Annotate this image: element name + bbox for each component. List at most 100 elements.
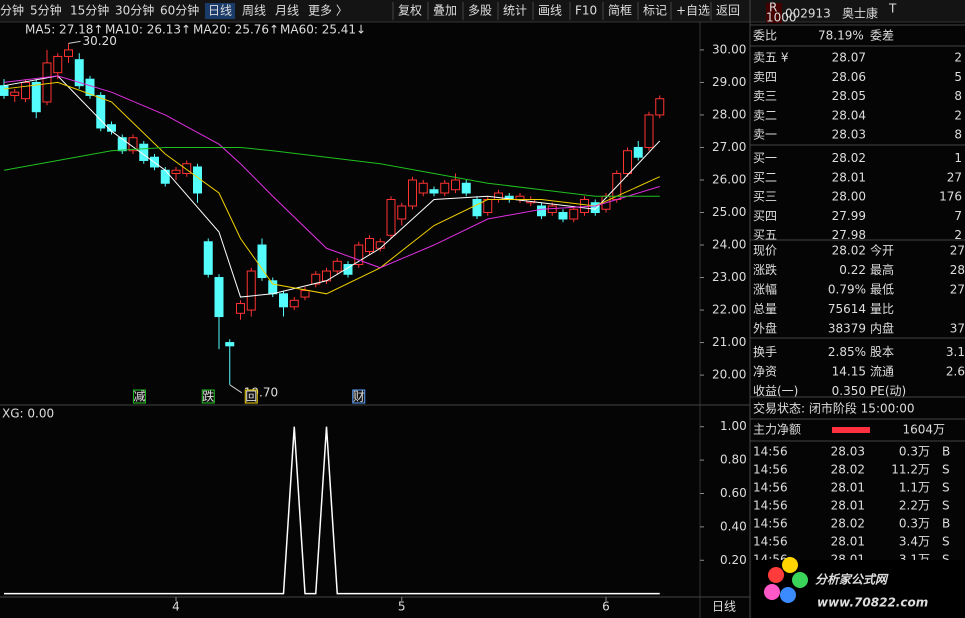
event-marker: 减 — [133, 390, 145, 404]
order-price: 27.99 — [832, 209, 866, 223]
order-volume: 2 — [954, 228, 962, 242]
period-tab[interactable]: 15分钟 — [70, 3, 109, 18]
toolbar-button[interactable]: F10 — [575, 4, 597, 18]
order-level: 卖四 — [753, 70, 777, 84]
y-tick-label: 29.00 — [712, 75, 746, 89]
net-bar — [832, 427, 870, 433]
period-tab[interactable]: 30分钟 — [115, 3, 154, 18]
toolbar-button[interactable]: 简框 — [608, 4, 632, 18]
toolbar-button[interactable]: 叠加 — [433, 4, 457, 18]
trade-price: 28.02 — [831, 517, 865, 531]
stat-label: 涨跌 — [753, 262, 777, 277]
label: 主力净额 — [753, 423, 801, 437]
order-level: 卖三 — [753, 89, 777, 103]
period-tab[interactable]: 月线 — [275, 4, 299, 18]
candle-body — [429, 189, 439, 194]
candle-body — [375, 241, 385, 249]
period-tab[interactable]: 5分钟 — [30, 3, 62, 18]
stat-label: 总量 — [753, 302, 777, 316]
y-tick-label: 23.00 — [712, 270, 746, 284]
legend-entry: MA5: 27.18↑ — [25, 23, 103, 37]
trade-side: S — [942, 499, 950, 513]
label: 委差 — [870, 29, 894, 43]
order-price: 28.03 — [832, 128, 866, 142]
candle-body — [451, 179, 460, 191]
order-price: 28.02 — [832, 151, 866, 165]
period-tab[interactable]: 更多 〉 — [308, 4, 348, 18]
period-tab[interactable]: 60分钟 — [160, 3, 199, 18]
stat-value: 38379 — [828, 322, 866, 336]
y-tick-label: 26.00 — [712, 172, 746, 186]
legend-entry: MA60: 25.41↓ — [280, 23, 366, 37]
stat-label: 股本 — [870, 345, 894, 359]
stat-label: 净资 — [753, 365, 777, 379]
stat-value: 28.02 — [832, 244, 866, 258]
trade-price: 28.02 — [831, 463, 865, 477]
y-tick-label: 0.60 — [720, 486, 747, 500]
x-tick-label: 6 — [602, 600, 610, 614]
trade-time: 14:56 — [753, 535, 788, 549]
trade-side: S — [942, 463, 950, 477]
order-level: 卖一 — [753, 128, 777, 142]
trade-side: S — [942, 481, 950, 495]
stat-label: 外盘 — [753, 321, 777, 336]
toolbar-button[interactable]: 画线 — [538, 4, 562, 18]
annotation-leader — [68, 40, 81, 44]
logo-petal — [764, 584, 780, 600]
marker-box — [244, 389, 258, 404]
candle-body — [96, 94, 106, 129]
stat-label: 今开 — [870, 243, 894, 258]
order-price: 28.07 — [832, 51, 866, 65]
toolbar — [0, 0, 965, 22]
candle-body — [386, 198, 396, 236]
stat-label: 换手 — [753, 345, 777, 359]
candle-body — [117, 137, 127, 152]
y-tick-label: 0.80 — [720, 453, 747, 467]
stock-mark: T — [888, 2, 897, 16]
candle-body — [483, 198, 493, 213]
ma-line — [3, 81, 660, 295]
candle-body — [655, 98, 665, 116]
stock-name: 奥士康 — [842, 6, 878, 21]
candle-body — [257, 244, 267, 279]
watermark-url: www.70822.com — [817, 596, 928, 610]
extreme-label: 30.20 — [83, 34, 117, 48]
candle-body — [558, 212, 568, 220]
y-tick-label: 28.00 — [712, 107, 746, 121]
trade-volume: 2.2万 — [899, 499, 930, 513]
legend-entry: MA10: 26.13↑ — [105, 23, 191, 37]
candle-body — [590, 202, 600, 214]
period-tab[interactable]: 日线 — [208, 4, 232, 18]
logo-petal — [780, 587, 796, 603]
candle-body — [343, 264, 353, 275]
candle-body — [182, 163, 192, 174]
trade-side: B — [942, 445, 950, 459]
stat-value: 0.22 — [839, 263, 866, 277]
trade-price: 28.03 — [831, 445, 865, 459]
toolbar-button[interactable]: 多股 — [468, 4, 492, 18]
active-period — [205, 3, 235, 19]
trade-price: 28.01 — [831, 499, 865, 513]
value: 1604万 — [902, 423, 945, 437]
stat-label: 最低 — [870, 283, 894, 297]
toolbar-button[interactable]: 返回 — [716, 4, 740, 18]
candle-body — [311, 273, 321, 285]
candle-body — [246, 270, 256, 311]
trade-status: 交易状态: 闭市阶段 15:00:00 — [753, 401, 915, 416]
toolbar-button[interactable]: 标记 — [643, 4, 667, 18]
period-tab[interactable]: 分钟 — [0, 3, 24, 18]
candle-body — [537, 205, 546, 217]
toolbar-button[interactable]: 复权 — [398, 4, 422, 18]
badge-text: 1000 — [766, 11, 797, 25]
y-tick-label: 24.00 — [712, 238, 746, 252]
toolbar-button[interactable]: +自选 — [676, 4, 710, 18]
period-tab[interactable]: 周线 — [242, 4, 266, 18]
candle-body — [569, 208, 579, 220]
order-volume: 5 — [954, 70, 962, 84]
stat-label: 量比 — [870, 302, 894, 316]
toolbar-button[interactable]: 统计 — [503, 4, 527, 18]
order-level: 卖二 — [753, 108, 777, 122]
candle-body — [171, 169, 181, 174]
candle-body — [354, 244, 364, 266]
